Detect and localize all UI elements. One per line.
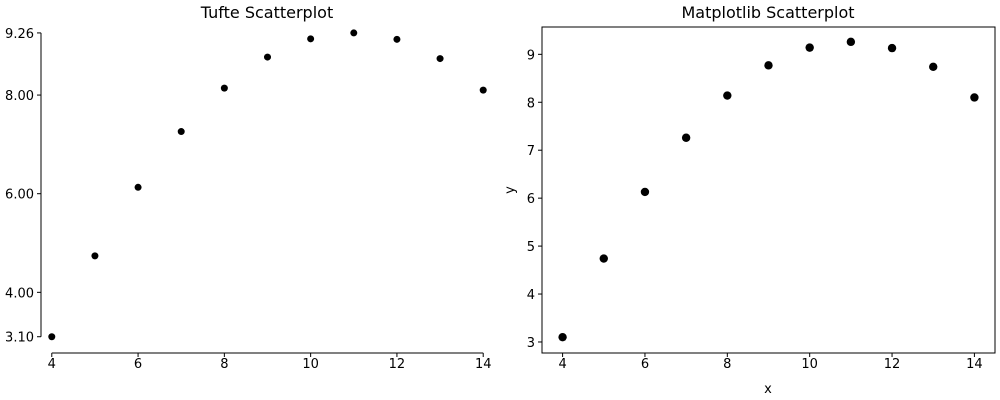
data-point [887, 43, 897, 53]
y-tick-label: 6 [527, 192, 535, 207]
x-tick-label: 12 [884, 357, 901, 372]
y-tick-label: 9.26 [5, 27, 34, 42]
x-tick-label: 14 [475, 357, 492, 372]
data-point [48, 333, 56, 341]
matplotlib-points [558, 37, 979, 342]
tufte-ticks: 4 6 8 10 12 14 3.10 4.00 6.00 8.00 9.26 [5, 27, 491, 372]
matplotlib-chart-title: Matplotlib Scatterplot [681, 3, 854, 22]
tufte-chart-title: Tufte Scatterplot [200, 3, 333, 22]
data-point [970, 93, 979, 102]
data-point [929, 62, 938, 71]
data-point [640, 187, 650, 197]
y-tick-label: 4 [527, 288, 535, 303]
matplotlib-axes-frame [541, 26, 996, 354]
matplotlib-ticks: 4 6 8 10 12 14 3 4 5 6 7 8 9 [527, 48, 983, 372]
x-tick-label: 14 [966, 357, 983, 372]
data-point [723, 91, 732, 100]
tufte-points [48, 29, 487, 341]
data-point [436, 55, 444, 63]
data-point [91, 252, 99, 260]
data-point [264, 53, 271, 61]
x-tick-label: 10 [801, 357, 818, 372]
x-tick-label: 8 [723, 357, 731, 372]
x-tick-label: 4 [48, 357, 56, 372]
y-tick-label: 8 [527, 96, 535, 111]
y-tick-label: 9 [527, 48, 535, 63]
x-tick-label: 6 [641, 357, 649, 372]
y-tick-label: 8.00 [5, 89, 34, 104]
data-point [134, 183, 142, 191]
data-point [220, 84, 228, 92]
y-tick-label: 3.10 [5, 331, 34, 346]
x-tick-label: 10 [302, 357, 319, 372]
x-tick-label: 6 [134, 357, 142, 372]
tufte-range-frame [40, 32, 484, 354]
data-point [846, 37, 856, 47]
data-point [177, 128, 185, 136]
y-tick-label: 3 [527, 336, 535, 351]
data-point [307, 35, 315, 43]
y-tick-label: 7 [527, 144, 535, 159]
x-axis-label: x [764, 382, 772, 397]
y-tick-label: 4.00 [5, 286, 34, 301]
x-tick-label: 12 [389, 357, 406, 372]
y-tick-label: 5 [527, 240, 535, 255]
data-point [393, 35, 401, 43]
data-point [599, 254, 608, 263]
data-point [764, 61, 773, 70]
x-tick-label: 8 [220, 357, 228, 372]
data-point [350, 29, 358, 37]
data-point [558, 332, 567, 342]
data-point [805, 43, 814, 52]
y-axis-label: y [503, 186, 518, 194]
tufte-scatter-panel: Tufte Scatterplot 4 6 8 10 12 14 3.10 4.00 6.00 8… [5, 3, 491, 372]
x-tick-label: 4 [558, 357, 566, 372]
data-point [681, 133, 691, 142]
data-point [479, 86, 487, 94]
matplotlib-scatter-panel: Matplotlib Scatterplot 4 6 8 10 12 143456789 … [503, 3, 996, 397]
y-tick-label: 6.00 [5, 188, 34, 203]
